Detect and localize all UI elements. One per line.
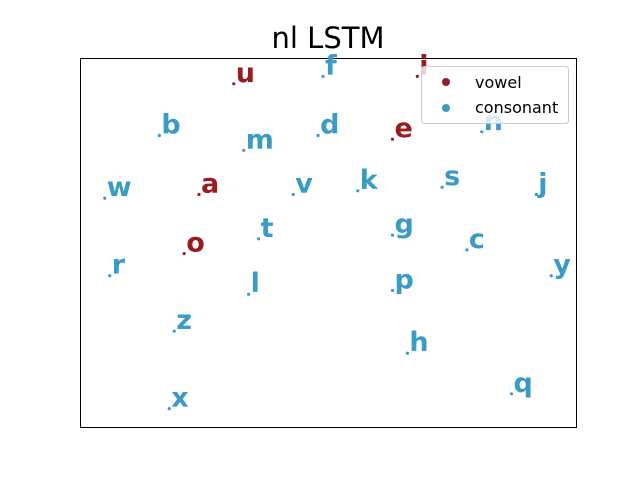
point-s [440, 185, 444, 189]
point-label-w: w [107, 172, 132, 203]
point-w [103, 196, 107, 200]
point-r [108, 274, 112, 278]
point-g [390, 233, 395, 237]
legend-label-vowel: vowel [475, 73, 522, 92]
point-label-s: s [444, 161, 460, 192]
point-d [316, 133, 320, 138]
point-j [534, 192, 538, 197]
points-layer: uieaofbmdnwvksjtgcrylpzhqx [103, 50, 571, 414]
point-f [321, 74, 325, 78]
legend-marker-consonant [442, 104, 450, 112]
point-label-e: e [395, 113, 413, 144]
legend-label-consonant: consonant [475, 98, 558, 117]
point-z [172, 329, 176, 333]
point-label-k: k [360, 165, 379, 196]
point-u [232, 82, 236, 86]
point-b [157, 133, 161, 138]
point-label-y: y [553, 250, 571, 281]
point-o [182, 252, 186, 256]
point-label-o: o [186, 228, 205, 259]
point-label-g: g [395, 209, 414, 240]
point-m [242, 148, 246, 152]
point-label-j: j [537, 169, 547, 200]
point-label-u: u [236, 58, 255, 89]
legend-marker-vowel [442, 78, 450, 86]
point-q [509, 392, 514, 396]
point-x [167, 407, 171, 411]
point-v [291, 192, 295, 197]
point-label-b: b [161, 110, 180, 141]
point-k [356, 189, 360, 193]
legend: vowel consonant [421, 66, 569, 124]
point-c [465, 248, 469, 252]
plot-area-frame [80, 58, 577, 428]
point-label-i: i [419, 50, 428, 81]
chart-title: nl LSTM [272, 21, 385, 55]
point-t [257, 237, 261, 241]
point-h [405, 351, 409, 355]
point-label-m: m [246, 124, 274, 155]
point-label-p: p [395, 265, 414, 296]
point-label-z: z [176, 305, 192, 336]
point-a [197, 192, 201, 197]
point-e [390, 137, 395, 141]
point-label-f: f [325, 50, 337, 81]
point-y [549, 274, 553, 278]
point-label-t: t [261, 213, 274, 244]
point-l [247, 292, 251, 296]
point-i [415, 74, 419, 78]
point-p [390, 288, 395, 293]
point-label-l: l [251, 268, 260, 299]
point-n [480, 130, 484, 134]
point-label-v: v [295, 169, 313, 200]
point-label-c: c [469, 224, 485, 255]
point-label-d: d [320, 110, 339, 141]
point-label-a: a [201, 169, 219, 200]
point-label-q: q [514, 368, 533, 399]
point-label-x: x [171, 383, 188, 414]
point-label-h: h [409, 327, 428, 358]
point-label-r: r [112, 250, 126, 281]
legend-frame [421, 66, 569, 124]
